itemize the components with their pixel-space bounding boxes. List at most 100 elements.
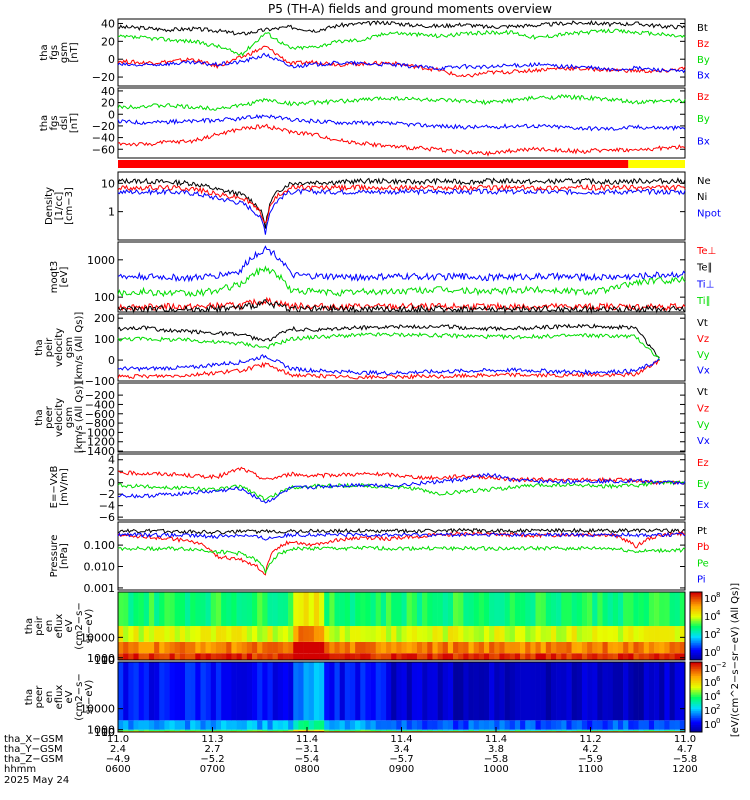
heatmap-cell — [447, 653, 454, 660]
series-temp-3 — [117, 265, 686, 298]
heatmap-cell — [360, 720, 366, 730]
heatmap-cell — [195, 662, 201, 721]
y-axis-label: tha — [34, 409, 45, 425]
x-tick-label: 11.0 — [674, 734, 696, 745]
heatmap-cell — [396, 720, 402, 730]
heatmap-cell — [406, 729, 413, 731]
heatmap-cell — [571, 653, 578, 660]
heatmap-cell — [241, 730, 248, 732]
colorbar-bottom-cell — [690, 714, 702, 717]
heatmap-cell — [458, 662, 464, 721]
colorbar-bottom-cell — [690, 697, 702, 700]
heatmap-cell — [674, 662, 681, 721]
heatmap-cell — [617, 720, 624, 730]
colorbar-top-cell — [690, 598, 702, 601]
heatmap-cell — [118, 592, 124, 627]
heatmap-cell — [375, 720, 382, 730]
heatmap-cell — [592, 662, 598, 721]
mode-bar-segment-0 — [118, 160, 629, 168]
heatmap-cell — [514, 729, 521, 731]
colorbar-top-cell — [690, 643, 702, 646]
heatmap-cell — [571, 720, 578, 730]
heatmap-cell — [262, 653, 268, 660]
heatmap-cell — [169, 653, 175, 660]
colorbar-top-cell — [690, 639, 702, 642]
heatmap-cell — [313, 720, 320, 730]
colorbar-bottom-cell — [690, 684, 702, 687]
heatmap-cell — [509, 662, 516, 721]
heatmap-cell — [339, 653, 346, 660]
y-tick-label: 20 — [101, 35, 115, 48]
colorbar-bottom-cell — [690, 681, 702, 684]
heatmap-cell — [349, 641, 356, 654]
heatmap-cell — [215, 653, 222, 660]
heatmap-cell — [648, 641, 655, 654]
heatmap-cell — [581, 653, 588, 660]
heatmap-cell — [241, 626, 248, 642]
heatmap-cell — [226, 653, 232, 660]
panel-pressure: 0.100 0.010 0.001 Pressure [nPa] Pt Pb Pe Pi — [49, 521, 709, 595]
heatmap-cell — [154, 720, 160, 730]
colorbar-label: 10 — [704, 706, 717, 717]
heatmap-cell — [257, 720, 263, 730]
heatmap-cell — [231, 641, 237, 654]
heatmap-cell — [179, 730, 186, 732]
legend-peir_vel-1: Vz — [697, 334, 709, 345]
heatmap-cell — [303, 626, 310, 642]
heatmap-cell — [669, 729, 675, 731]
heatmap-cell — [241, 592, 248, 627]
x-tick-label: 0900 — [389, 764, 414, 775]
heatmap-cell — [411, 730, 418, 732]
heatmap-cell — [210, 626, 217, 642]
heatmap-cell — [164, 729, 170, 731]
heatmap-cell — [602, 720, 608, 730]
heatmap-cell — [185, 592, 191, 627]
heatmap-cell — [648, 730, 655, 732]
legend-fgs_dsl-2: Bx — [697, 136, 710, 147]
heatmap-cell — [468, 662, 474, 721]
heatmap-cell — [571, 592, 578, 627]
heatmap-cell — [416, 592, 423, 627]
y-tick-label: 100 — [94, 654, 115, 667]
heatmap-cell — [612, 626, 619, 642]
heatmap-cell — [210, 730, 217, 732]
heatmap-cell — [319, 730, 325, 732]
heatmap-cell — [252, 592, 258, 627]
heatmap-cell — [370, 653, 377, 660]
heatmap-cell — [138, 662, 145, 721]
colorbar-top-cell — [690, 595, 702, 598]
heatmap-cell — [633, 730, 639, 732]
colorbar-bottom-cell — [690, 698, 702, 701]
heatmap-cell — [365, 626, 371, 642]
heatmap-cell — [313, 626, 320, 642]
heatmap-cell — [313, 730, 320, 732]
heatmap-cell — [623, 592, 629, 627]
legend-fgs_dsl-0: Bz — [697, 92, 709, 103]
heatmap-cell — [597, 730, 603, 732]
heatmap-cell — [437, 626, 444, 642]
colorbar-top-cell — [690, 656, 702, 659]
heatmap-cell — [349, 720, 356, 730]
heatmap-cell — [442, 730, 449, 732]
heatmap-cell — [447, 730, 454, 732]
legend-density-1: Ni — [697, 192, 707, 203]
heatmap-cell — [556, 720, 562, 730]
x-row-label: tha_Y−GSM — [4, 744, 63, 755]
y-axis-label: gsm — [64, 407, 75, 428]
heatmap-cell — [179, 641, 186, 654]
x-tick-label: −5.2 — [200, 754, 224, 765]
heatmap-cell — [324, 729, 330, 731]
heatmap-cell — [174, 730, 181, 732]
heatmap-cell — [540, 592, 547, 627]
y-tick-label: 100 — [94, 291, 115, 304]
heatmap-cell — [396, 641, 402, 654]
heatmap-cell — [262, 730, 268, 732]
heatmap-cell — [200, 592, 206, 627]
heatmap-cell — [128, 653, 134, 660]
heatmap-cell — [262, 592, 268, 627]
colorbar-top-cell — [690, 654, 702, 658]
heatmap-cell — [509, 730, 516, 732]
heatmap-cell — [298, 720, 304, 730]
heatmap-cell — [133, 729, 139, 731]
y-axis-label: tha — [34, 339, 45, 355]
